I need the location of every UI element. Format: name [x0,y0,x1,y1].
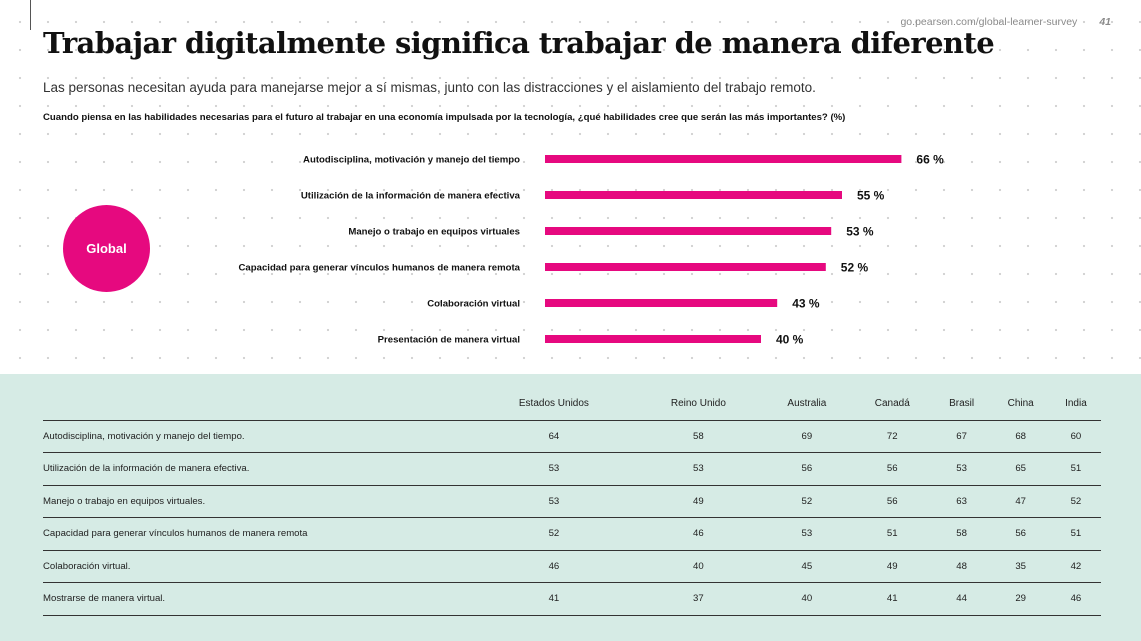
table-header-cell: Australia [761,388,852,421]
table-cell: 56 [761,452,852,486]
table-cell: 56 [990,517,1051,551]
table-cell: 51 [1050,517,1101,551]
table-cell: 58 [634,420,762,453]
table-cell: 53 [473,452,635,486]
table-cell: 42 [1050,550,1101,583]
table-cell: 53 [473,485,635,518]
table-cell: 40 [761,582,852,616]
table-cell: 44 [932,582,991,616]
bar [545,227,832,235]
bar [545,155,902,163]
table-cell: 68 [990,420,1051,453]
global-badge: Global [63,205,150,292]
table-cell: 58 [932,517,991,551]
table-cell: 41 [473,582,635,616]
table-header-cell: Reino Unido [634,388,762,421]
table-row: Manejo o trabajo en equipos virtuales. 5… [43,485,1101,518]
table-cell: 53 [634,452,762,486]
bar-value-label: 53 % [846,225,874,239]
table-cell: 69 [761,420,852,453]
table-cell: 49 [851,550,933,583]
page-title: Trabajar digitalmente significa trabajar… [43,26,995,60]
table-cell: 46 [634,517,762,551]
bar-value-label: 43 % [792,297,820,311]
bar-category-label: Manejo o trabajo en equipos virtuales [348,227,520,238]
table-row: Capacidad para generar vínculos humanos … [43,517,1101,551]
table-cell: 65 [990,452,1051,486]
skills-bar-chart: Autodisciplina, motivación y manejo del … [238,153,944,347]
table-cell: 35 [990,550,1051,583]
table-cell: Mostrarse de manera virtual. [43,582,473,616]
table-cell: 46 [1050,582,1101,616]
table-cell: Manejo o trabajo en equipos virtuales. [43,485,473,518]
table-cell: 63 [932,485,991,518]
table-cell: 51 [1050,452,1101,486]
bar-value-label: 55 % [857,189,885,203]
table-header-cell: Canadá [851,388,933,421]
table-cell: 29 [990,582,1051,616]
global-badge-label: Global [86,241,127,256]
bar-value-label: 40 % [776,333,804,347]
table-cell: 53 [932,452,991,486]
bar-category-label: Autodisciplina, motivación y manejo del … [303,155,520,166]
survey-question: Cuando piensa en las habilidades necesar… [43,112,846,123]
table-cell: 41 [851,582,933,616]
table-cell: Utilización de la información de manera … [43,452,473,486]
bar [545,335,761,343]
page-number: 41 [1099,16,1111,28]
table-cell: 40 [634,550,762,583]
survey-url[interactable]: go.pearson.com/global-learner-survey [900,16,1078,28]
bar-category-label: Capacidad para generar vínculos humanos … [238,263,520,274]
table-cell: 37 [634,582,762,616]
bar [545,299,778,307]
table-cell: 48 [932,550,991,583]
table-row: Autodisciplina, motivación y manejo del … [43,420,1101,453]
top-divider-line [30,0,31,30]
table-cell: 60 [1050,420,1101,453]
table-row: Utilización de la información de manera … [43,452,1101,486]
table-header-cell: China [990,388,1051,421]
table-cell: 51 [851,517,933,551]
table-row: Mostrarse de manera virtual. 41 37 40 41… [43,582,1101,616]
table-cell: 52 [1050,485,1101,518]
table-cell: 72 [851,420,933,453]
table-cell: 49 [634,485,762,518]
bar-value-label: 52 % [841,261,869,275]
table-cell: Autodisciplina, motivación y manejo del … [43,420,473,453]
table-header-cell [43,388,473,421]
table-cell: 56 [851,452,933,486]
table-cell: 56 [851,485,933,518]
bar-category-label: Utilización de la información de manera … [301,191,521,202]
bar-category-label: Presentación de manera virtual [378,335,520,346]
table-header-cell: India [1050,388,1101,421]
table-header-row: Estados Unidos Reino Unido Australia Can… [43,388,1101,421]
page-header-meta: go.pearson.com/global-learner-survey 41 [900,16,1111,28]
bar-value-label: 66 % [916,153,944,167]
table-cell: 64 [473,420,635,453]
table-header-cell: Brasil [932,388,991,421]
table-cell: 45 [761,550,852,583]
country-comparison-table: Estados Unidos Reino Unido Australia Can… [43,388,1101,616]
table-row: Colaboración virtual. 46 40 45 49 48 35 … [43,550,1101,583]
table-cell: 52 [473,517,635,551]
table-cell: 53 [761,517,852,551]
dot-grid-background [0,0,1141,374]
table-cell: 67 [932,420,991,453]
bar-category-label: Colaboración virtual [427,299,520,310]
table-cell: 52 [761,485,852,518]
table-cell: Capacidad para generar vínculos humanos … [43,517,473,551]
bar [545,263,826,271]
table-cell: 47 [990,485,1051,518]
bar [545,191,842,199]
table-cell: Colaboración virtual. [43,550,473,583]
table-cell: 46 [473,550,635,583]
page-subtitle: Las personas necesitan ayuda para maneja… [43,80,816,95]
table-header-cell: Estados Unidos [473,388,635,421]
